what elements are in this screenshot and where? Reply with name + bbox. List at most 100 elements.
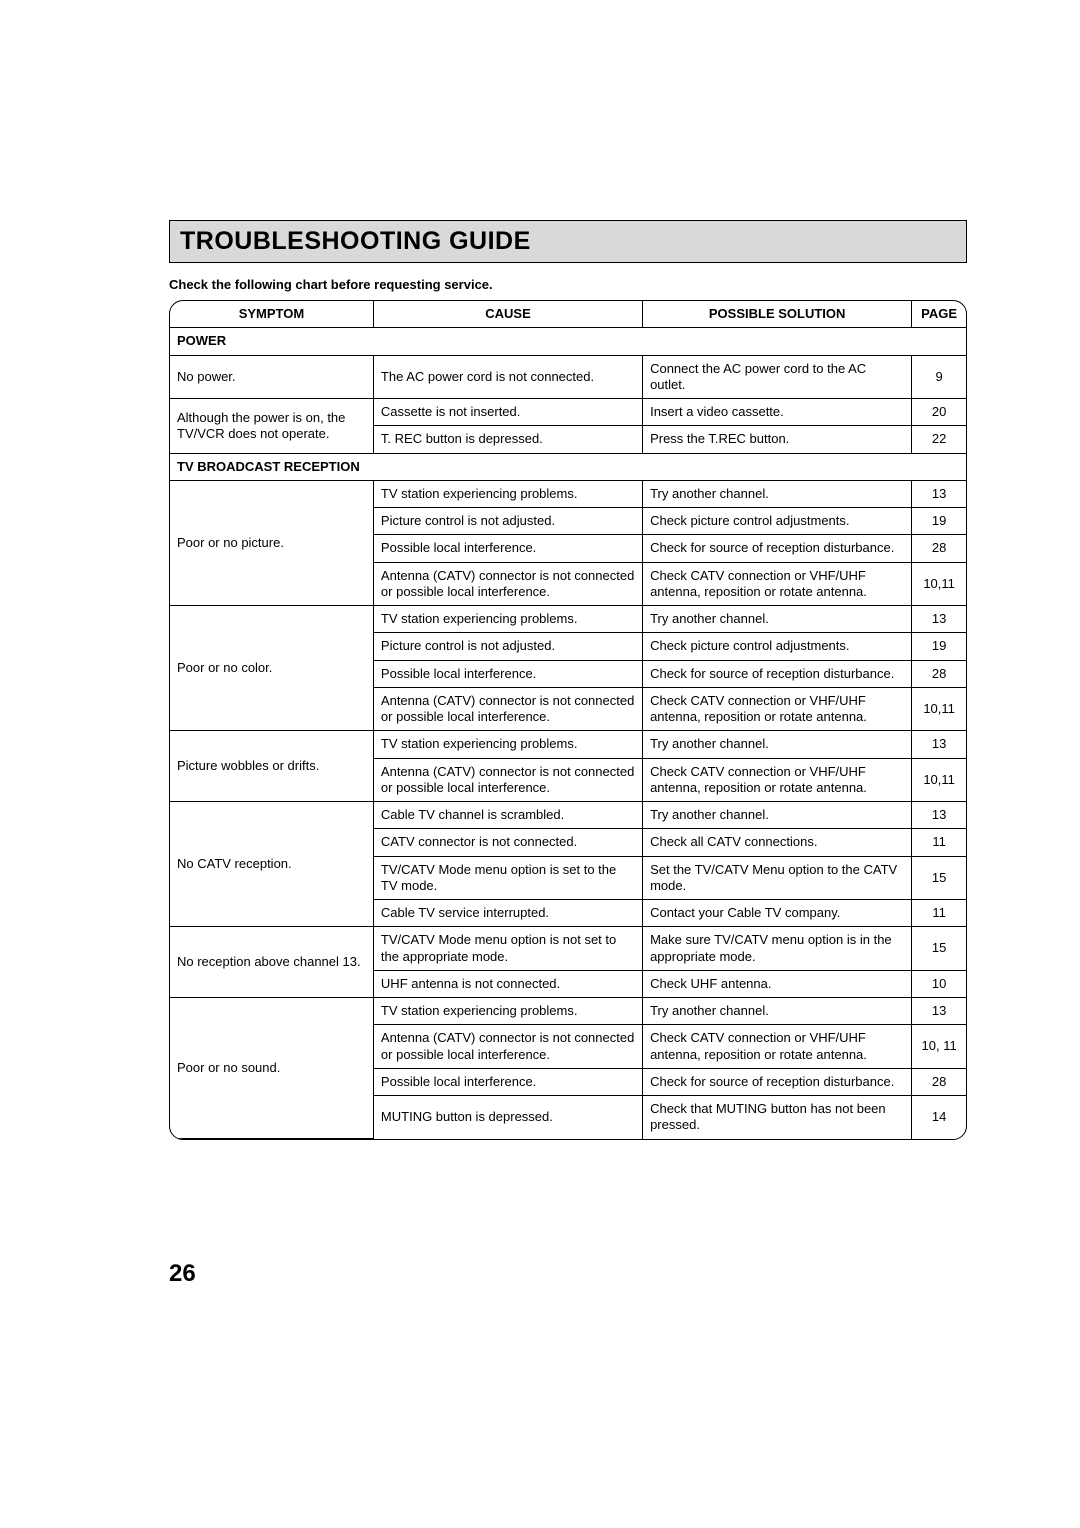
cell-page: 28 — [912, 660, 966, 687]
cell-page: 10,11 — [912, 687, 966, 731]
cell-cause: Antenna (CATV) connector is not connecte… — [373, 687, 642, 731]
table-row: No reception above channel 13. TV/CATV M… — [170, 927, 966, 971]
subtitle-text: Check the following chart before request… — [169, 277, 967, 292]
cell-cause: TV station experiencing problems. — [373, 480, 642, 507]
cell-solution: Check picture control adjustments. — [643, 508, 912, 535]
section-row-tv: TV BROADCAST RECEPTION — [170, 453, 966, 480]
header-page: PAGE — [912, 301, 966, 328]
cell-solution: Make sure TV/CATV menu option is in the … — [643, 927, 912, 971]
header-symptom: SYMPTOM — [170, 301, 373, 328]
cell-symptom: No reception above channel 13. — [170, 927, 373, 998]
cell-cause: Picture control is not adjusted. — [373, 508, 642, 535]
troubleshooting-table-wrap: SYMPTOM CAUSE POSSIBLE SOLUTION PAGE POW… — [169, 300, 967, 1140]
cell-page: 13 — [912, 731, 966, 758]
table-row: Poor or no color. TV station experiencin… — [170, 606, 966, 633]
cell-page: 15 — [912, 856, 966, 900]
cell-cause: Cable TV channel is scrambled. — [373, 802, 642, 829]
cell-page: 10,11 — [912, 758, 966, 802]
table-row: Poor or no sound. TV station experiencin… — [170, 998, 966, 1025]
table-row: No power. The AC power cord is not conne… — [170, 355, 966, 399]
cell-solution: Check for source of reception disturbanc… — [643, 1068, 912, 1095]
cell-cause: Antenna (CATV) connector is not connecte… — [373, 562, 642, 606]
cell-page: 13 — [912, 998, 966, 1025]
table-row: Although the power is on, the TV/VCR doe… — [170, 399, 966, 426]
cell-cause: Picture control is not adjusted. — [373, 633, 642, 660]
cell-cause: Cassette is not inserted. — [373, 399, 642, 426]
cell-cause: Cable TV service interrupted. — [373, 900, 642, 927]
cell-page: 13 — [912, 480, 966, 507]
cell-solution: Set the TV/CATV Menu option to the CATV … — [643, 856, 912, 900]
cell-cause: Antenna (CATV) connector is not connecte… — [373, 758, 642, 802]
cell-cause: T. REC button is depressed. — [373, 426, 642, 453]
cell-cause: Antenna (CATV) connector is not connecte… — [373, 1025, 642, 1069]
cell-cause: MUTING button is depressed. — [373, 1096, 642, 1139]
section-tv: TV BROADCAST RECEPTION — [170, 453, 966, 480]
cell-page: 10, 11 — [912, 1025, 966, 1069]
header-cause: CAUSE — [373, 301, 642, 328]
cell-solution: Try another channel. — [643, 480, 912, 507]
cell-cause: TV station experiencing problems. — [373, 998, 642, 1025]
cell-symptom: Poor or no picture. — [170, 480, 373, 605]
cell-solution: Check picture control adjustments. — [643, 633, 912, 660]
cell-solution: Check CATV connection or VHF/UHF antenna… — [643, 687, 912, 731]
troubleshooting-table: SYMPTOM CAUSE POSSIBLE SOLUTION PAGE POW… — [170, 301, 966, 1139]
cell-page: 28 — [912, 1068, 966, 1095]
table-row: Picture wobbles or drifts. TV station ex… — [170, 731, 966, 758]
cell-cause: The AC power cord is not connected. — [373, 355, 642, 399]
cell-page: 10,11 — [912, 562, 966, 606]
cell-page: 19 — [912, 508, 966, 535]
cell-solution: Connect the AC power cord to the AC outl… — [643, 355, 912, 399]
cell-solution: Check UHF antenna. — [643, 970, 912, 997]
cell-symptom: Poor or no color. — [170, 606, 373, 731]
cell-page: 19 — [912, 633, 966, 660]
cell-symptom: No power. — [170, 355, 373, 399]
cell-cause: TV station experiencing problems. — [373, 731, 642, 758]
cell-solution: Check CATV connection or VHF/UHF antenna… — [643, 758, 912, 802]
section-row-power: POWER — [170, 328, 966, 355]
cell-page: 15 — [912, 927, 966, 971]
header-solution: POSSIBLE SOLUTION — [643, 301, 912, 328]
cell-solution: Check all CATV connections. — [643, 829, 912, 856]
cell-page: 11 — [912, 829, 966, 856]
cell-solution: Try another channel. — [643, 731, 912, 758]
section-power: POWER — [170, 328, 966, 355]
cell-solution: Check for source of reception disturbanc… — [643, 660, 912, 687]
cell-solution: Try another channel. — [643, 802, 912, 829]
cell-solution: Check CATV connection or VHF/UHF antenna… — [643, 562, 912, 606]
table-header-row: SYMPTOM CAUSE POSSIBLE SOLUTION PAGE — [170, 301, 966, 328]
cell-symptom: No CATV reception. — [170, 802, 373, 927]
cell-cause: Possible local interference. — [373, 660, 642, 687]
cell-page: 11 — [912, 900, 966, 927]
cell-solution: Press the T.REC button. — [643, 426, 912, 453]
document-page: TROUBLESHOOTING GUIDE Check the followin… — [0, 0, 1080, 1288]
cell-page: 13 — [912, 606, 966, 633]
cell-cause: Possible local interference. — [373, 535, 642, 562]
cell-cause: UHF antenna is not connected. — [373, 970, 642, 997]
cell-cause: TV/CATV Mode menu option is not set to t… — [373, 927, 642, 971]
cell-symptom: Poor or no sound. — [170, 998, 373, 1139]
cell-cause: Possible local interference. — [373, 1068, 642, 1095]
cell-solution: Check for source of reception disturbanc… — [643, 535, 912, 562]
cell-page: 22 — [912, 426, 966, 453]
table-row: No CATV reception. Cable TV channel is s… — [170, 802, 966, 829]
table-row: Poor or no picture. TV station experienc… — [170, 480, 966, 507]
cell-page: 28 — [912, 535, 966, 562]
page-title: TROUBLESHOOTING GUIDE — [180, 227, 531, 255]
cell-cause: CATV connector is not connected. — [373, 829, 642, 856]
cell-solution: Try another channel. — [643, 606, 912, 633]
cell-solution: Insert a video cassette. — [643, 399, 912, 426]
cell-cause: TV station experiencing problems. — [373, 606, 642, 633]
cell-page: 9 — [912, 355, 966, 399]
cell-solution: Contact your Cable TV company. — [643, 900, 912, 927]
cell-page: 20 — [912, 399, 966, 426]
page-number: 26 — [169, 1260, 967, 1288]
cell-symptom: Picture wobbles or drifts. — [170, 731, 373, 802]
cell-solution: Check that MUTING button has not been pr… — [643, 1096, 912, 1139]
cell-symptom: Although the power is on, the TV/VCR doe… — [170, 399, 373, 454]
title-bar: TROUBLESHOOTING GUIDE — [169, 220, 967, 263]
cell-page: 14 — [912, 1096, 966, 1139]
cell-solution: Try another channel. — [643, 998, 912, 1025]
cell-solution: Check CATV connection or VHF/UHF antenna… — [643, 1025, 912, 1069]
cell-page: 10 — [912, 970, 966, 997]
cell-cause: TV/CATV Mode menu option is set to the T… — [373, 856, 642, 900]
